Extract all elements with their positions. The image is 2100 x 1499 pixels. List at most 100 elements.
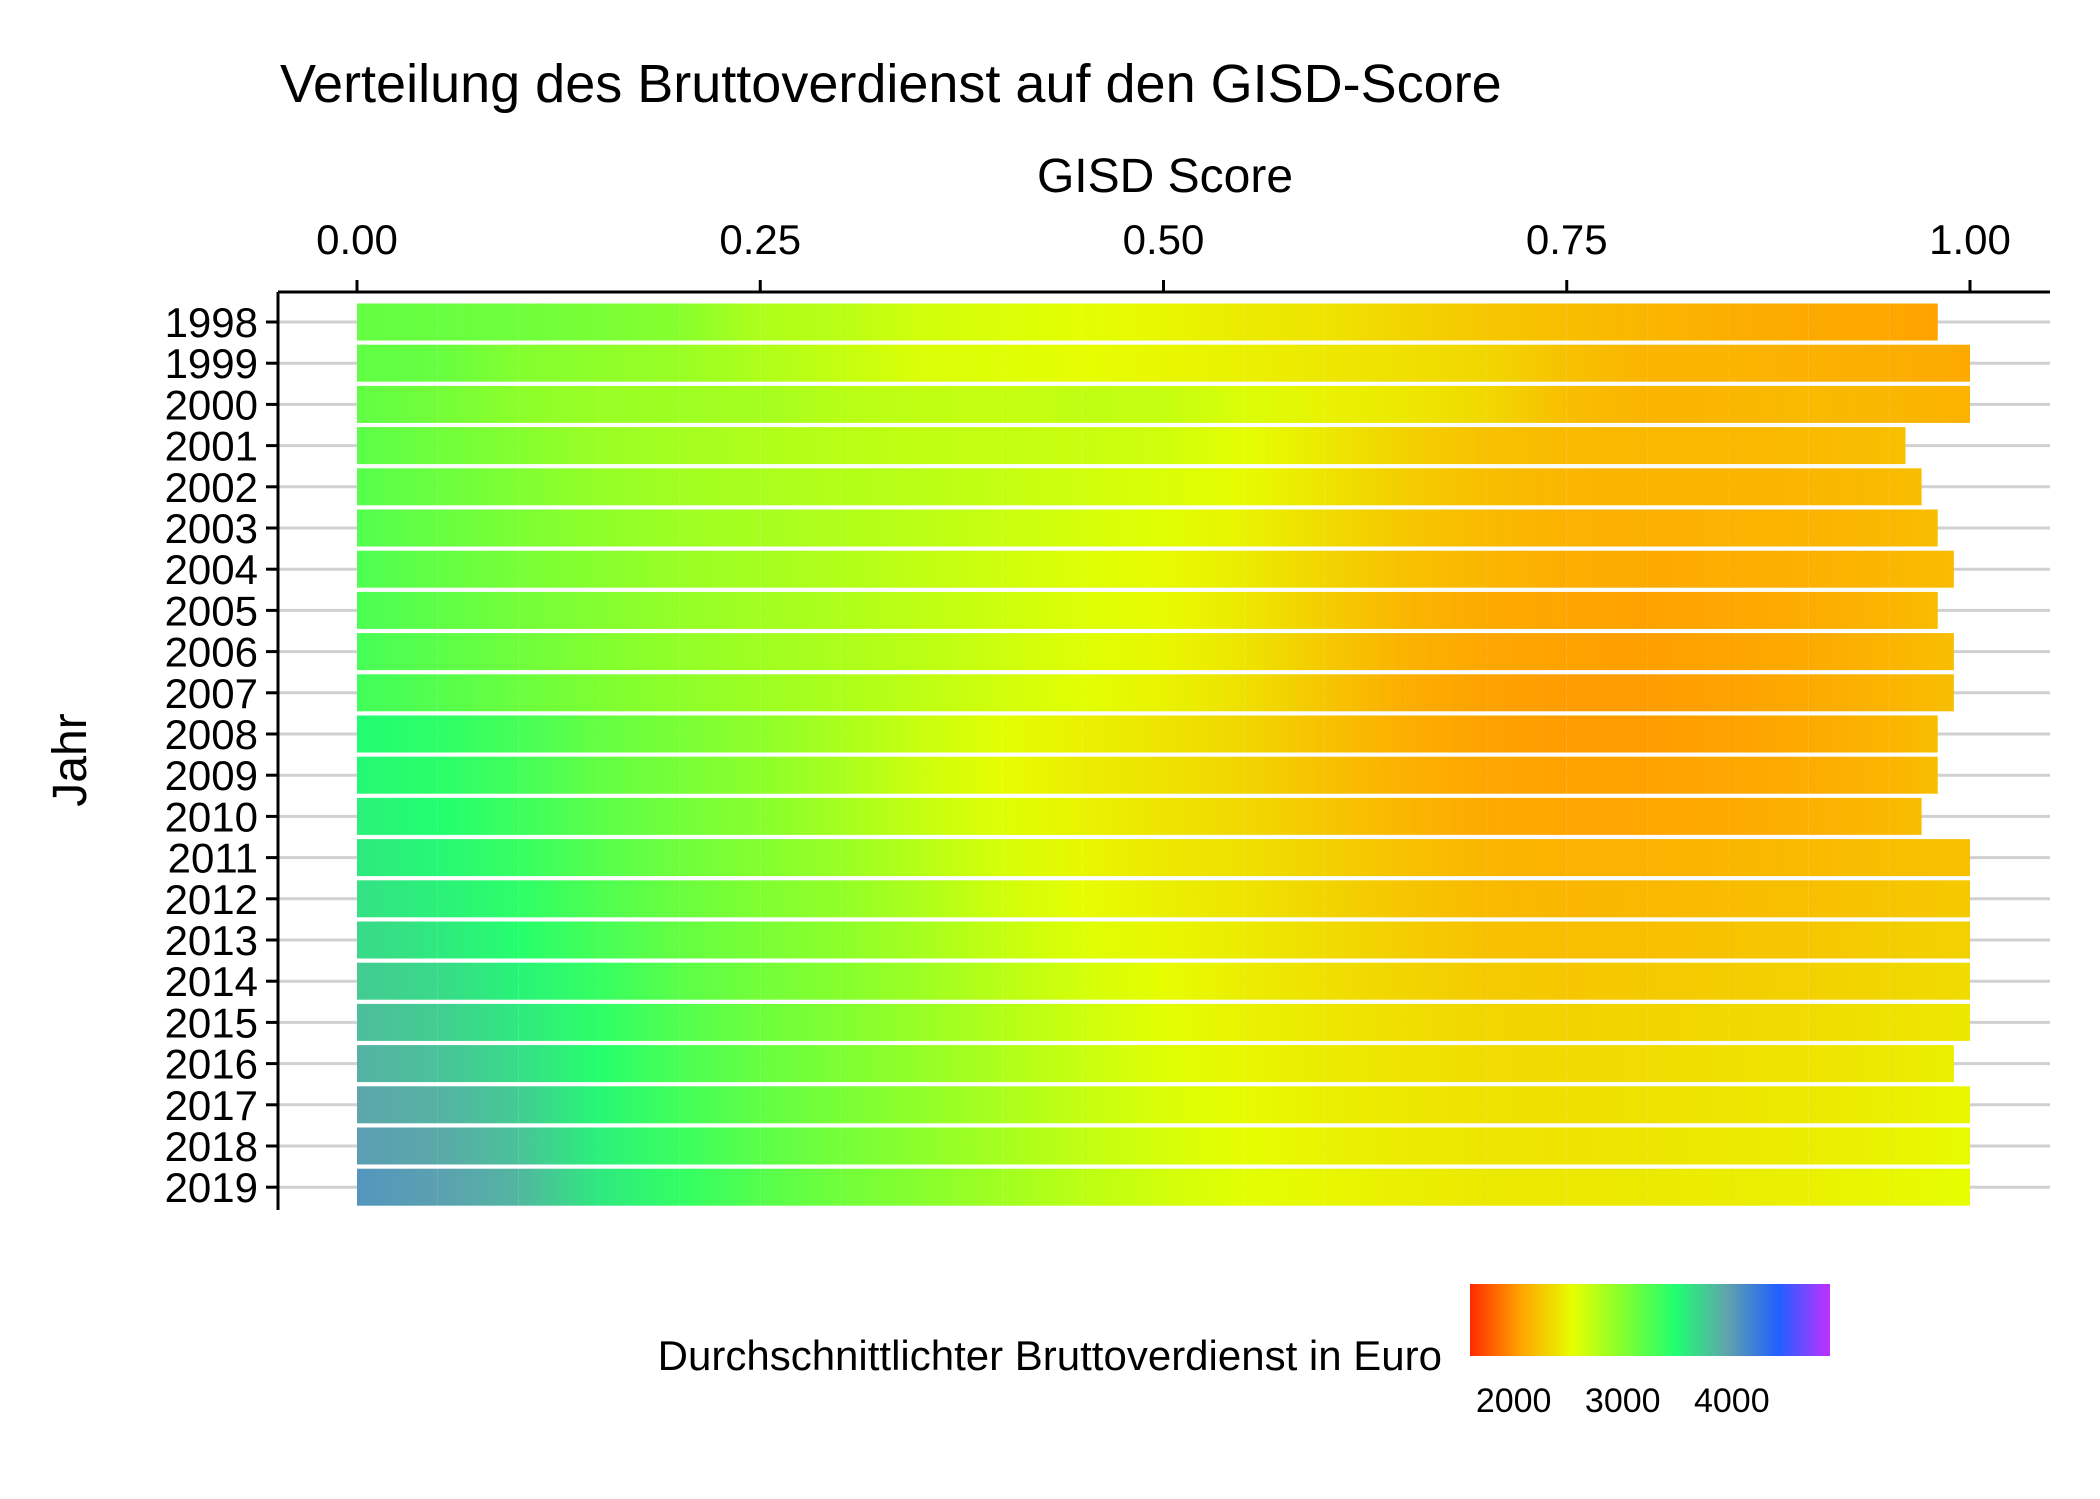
heatmap-cell: [1163, 550, 1245, 588]
heatmap-cell: [921, 550, 1003, 588]
heatmap-cell: [1808, 839, 1890, 877]
heatmap-cell: [1324, 962, 1406, 1000]
heatmap-cell: [840, 880, 922, 918]
heatmap-cell: [598, 962, 680, 1000]
heatmap-cell: [357, 385, 438, 423]
heatmap-cell: [760, 715, 841, 753]
heatmap-cell: [437, 880, 519, 918]
heatmap-cell: [760, 880, 841, 918]
heatmap-cell: [357, 509, 438, 547]
heatmap-cell: [1082, 921, 1164, 959]
heatmap-cell: [1647, 550, 1729, 588]
heatmap-cell: [1002, 839, 1083, 877]
heatmap-cell: [840, 674, 922, 712]
heatmap-cell: [518, 880, 599, 918]
heatmap-cell: [598, 1168, 680, 1206]
heatmap-cell: [840, 468, 922, 506]
heatmap-cell: [598, 756, 680, 794]
y-tick-label: 1999: [165, 340, 258, 387]
heatmap-cell: [518, 468, 599, 506]
heatmap-cell: [518, 1168, 599, 1206]
heatmap-cell: [1324, 468, 1406, 506]
color-legend: Durchschnittlichter Bruttoverdienst in E…: [658, 1284, 1830, 1420]
heatmap-cell: [598, 674, 680, 712]
heatmap-cell: [1082, 839, 1164, 877]
heatmap-cell: [1002, 591, 1083, 629]
heatmap-cell: [1405, 591, 1487, 629]
heatmap-cell: [921, 797, 1003, 835]
heatmap-cell: [1244, 1168, 1325, 1206]
heatmap-cell: [1244, 715, 1325, 753]
heatmap-cell: [518, 591, 599, 629]
heatmap-cell: [1324, 633, 1406, 671]
legend-colorbar: [1470, 1284, 1830, 1356]
heatmap-cell: [518, 756, 599, 794]
heatmap-cell: [1405, 880, 1487, 918]
heatmap-cell: [1002, 674, 1083, 712]
heatmap-cell: [760, 633, 841, 671]
heatmap-cell: [679, 1003, 761, 1041]
heatmap-cell: [598, 303, 680, 341]
heatmap-cell: [921, 921, 1003, 959]
heatmap-cell: [518, 797, 599, 835]
heatmap-cell: [1566, 427, 1648, 465]
heatmap-cell: [518, 344, 599, 382]
heatmap-cell: [598, 509, 680, 547]
heatmap-cell: [1728, 427, 1809, 465]
x-axis-ticks: 0.00 0.25 0.50 0.75 1.00: [316, 216, 2011, 292]
heatmap-cell: [921, 344, 1003, 382]
heatmap-cell: [679, 344, 761, 382]
heatmap-cell: [437, 756, 519, 794]
heatmap-cell: [1486, 550, 1567, 588]
heatmap-cell: [679, 756, 761, 794]
heatmap-cell: [1082, 797, 1164, 835]
heatmap-cell: [679, 797, 761, 835]
heatmap-cell: [1244, 1086, 1325, 1124]
heatmap-cell: [760, 1168, 841, 1206]
y-axis-ticks: 1998199920002001200220032004200520062007…: [165, 299, 278, 1211]
heatmap-cell: [437, 921, 519, 959]
y-tick-label: 2005: [165, 587, 258, 634]
heatmap-cell: [357, 550, 438, 588]
heatmap-cell: [1082, 344, 1164, 382]
heatmap-cell: [840, 715, 922, 753]
heatmap-cell: [1002, 550, 1083, 588]
heatmap-cell: [1163, 303, 1245, 341]
heatmap-cell: [1728, 797, 1809, 835]
heatmap-cell: [840, 1086, 922, 1124]
y-tick-label: 2019: [165, 1164, 258, 1211]
heatmap-cell: [1889, 1086, 1970, 1124]
heatmap-cell: [1324, 797, 1406, 835]
heatmap-cell: [679, 509, 761, 547]
heatmap-cell: [1486, 839, 1567, 877]
heatmap-cell: [921, 880, 1003, 918]
heatmap-cell: [518, 839, 599, 877]
heatmap-cell: [1082, 633, 1164, 671]
heatmap-cell: [1324, 715, 1406, 753]
heatmap-cell: [1002, 468, 1083, 506]
heatmap-cell: [1889, 385, 1970, 423]
y-tick-label: 2014: [165, 958, 258, 1005]
x-tick-label: 1.00: [1929, 216, 2011, 263]
heatmap-cell: [1324, 385, 1406, 423]
heatmap-cell: [1566, 1086, 1648, 1124]
heatmap-cell: [1566, 550, 1648, 588]
heatmap-cell: [1728, 633, 1809, 671]
heatmap-cell: [357, 1003, 438, 1041]
heatmap-cell: [357, 797, 438, 835]
heatmap-cell: [598, 921, 680, 959]
heatmap-cell: [921, 1045, 1003, 1083]
heatmap-cell: [679, 303, 761, 341]
y-tick-label: 2018: [165, 1123, 258, 1170]
heatmap-cell: [921, 756, 1003, 794]
heatmap-cell: [437, 1168, 519, 1206]
heatmap-cell: [1647, 1168, 1729, 1206]
heatmap-cell: [1244, 674, 1325, 712]
heatmap-cell: [1002, 1086, 1083, 1124]
heatmap-cell: [1728, 1045, 1809, 1083]
heatmap-cell: [1486, 797, 1567, 835]
heatmap-cell: [518, 962, 599, 1000]
heatmap-cell: [1808, 633, 1890, 671]
heatmap-cell: [1728, 509, 1809, 547]
heatmap-cell: [1405, 468, 1487, 506]
